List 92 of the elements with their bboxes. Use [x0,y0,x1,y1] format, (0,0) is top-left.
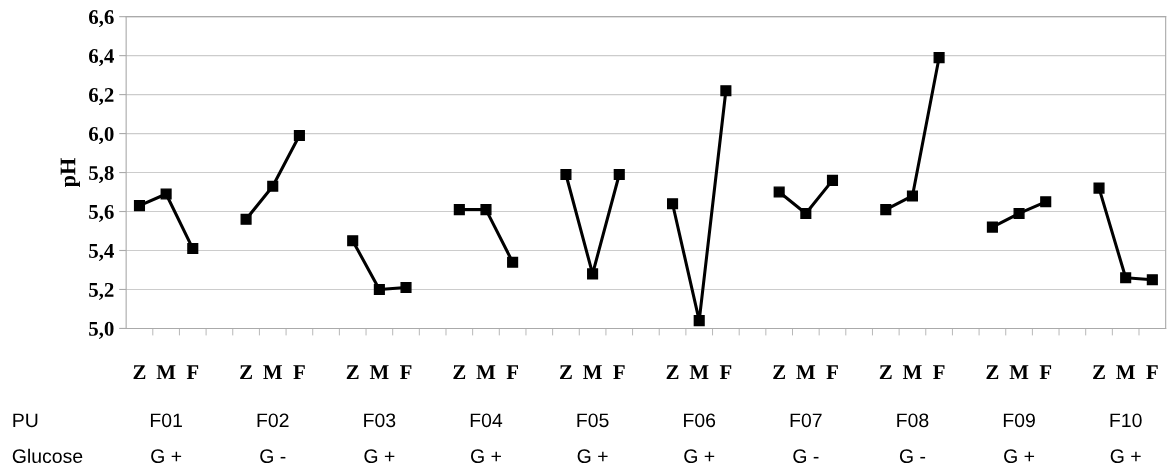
text: F05 [577,413,609,428]
x-tick-label: F [186,365,199,380]
x-tick-label: M [263,365,282,380]
point [693,315,705,327]
x-tick-label: F [293,365,305,380]
point [347,235,359,247]
point [133,200,146,212]
x-tick-label: F [613,365,625,380]
point [613,168,625,181]
x-tick-label: Z [133,365,146,380]
point [773,186,785,198]
text: G - [260,449,286,464]
x-tick-label: Z [240,365,252,380]
text: G + [577,449,608,464]
y-tick-label: 5,0 [89,321,114,339]
point [826,174,839,186]
x-tick-label: M [796,365,816,380]
text: F02 [257,413,289,428]
point [667,198,679,210]
x-tick-label: M [1009,365,1029,380]
x-tick-label: M [369,365,389,380]
text: G + [1004,449,1035,464]
x-tick-label: Z [879,365,892,380]
text: F10 [1110,413,1142,428]
x-tick-label: Z [559,365,572,380]
point [240,213,252,225]
point [400,281,412,294]
x-tick-label: Z [1093,365,1105,380]
y-tick-label: 5,4 [89,244,114,261]
point [986,221,998,233]
x-tick-label: M [156,365,176,380]
x-tick-label: Z [986,365,999,380]
text: G - [899,449,926,464]
y-tick-label: 6,4 [89,49,114,67]
x-tick-label: F [826,365,838,380]
x-tick-label: Z [346,365,359,380]
y-tick-label: 5,6 [89,204,114,222]
text: F06 [684,413,716,428]
text: F07 [790,413,822,428]
point [880,204,892,216]
x-tick-label: F [1039,365,1052,380]
point [373,283,385,296]
text: F09 [1003,413,1035,428]
text: G + [1110,449,1141,464]
point [1040,196,1052,208]
point [720,85,732,97]
text: G + [684,449,715,464]
point [453,204,465,216]
point [507,256,519,268]
text: PU [13,413,38,428]
text: F01 [150,413,182,428]
point [293,129,305,142]
point [800,207,812,220]
point [587,268,599,280]
x-tick-label: Z [773,365,786,380]
x-tick-label: F [1146,365,1158,380]
y-tick-label: 5,2 [89,282,114,300]
x-tick-label: F [719,365,732,380]
x-tick-label: Z [666,365,679,380]
y-tick-label: 6,6 [89,10,114,28]
x-tick-label: M [689,365,709,380]
text: F04 [470,413,503,428]
text: F08 [897,413,929,428]
x-tick-label: Z [453,365,466,380]
y-tick-label: 6,2 [89,88,114,106]
x-tick-label: M [902,365,922,380]
text: G + [364,449,395,464]
point [480,204,492,216]
point [933,52,945,64]
point [267,180,279,192]
x-tick-label: M [476,365,496,380]
x-tick-label: M [1116,365,1135,380]
point [1093,182,1105,194]
point [1120,272,1132,284]
y-tick-label: 6,0 [89,126,114,145]
x-tick-label: F [400,365,412,380]
x-tick-label: F [506,365,518,380]
text: G - [793,449,819,464]
x-tick-label: M [583,365,602,380]
point [187,242,199,255]
point [1146,274,1158,286]
text: F03 [364,413,396,428]
point [1013,207,1025,220]
text: G + [151,449,182,464]
point [906,190,919,202]
x-tick-label: F [933,365,945,380]
y-axis-title: pH [60,158,80,188]
point [560,168,572,181]
y-tick-label: 5,8 [89,165,114,183]
text: G + [471,449,501,464]
point [160,188,172,200]
text: Glucose [12,448,83,464]
